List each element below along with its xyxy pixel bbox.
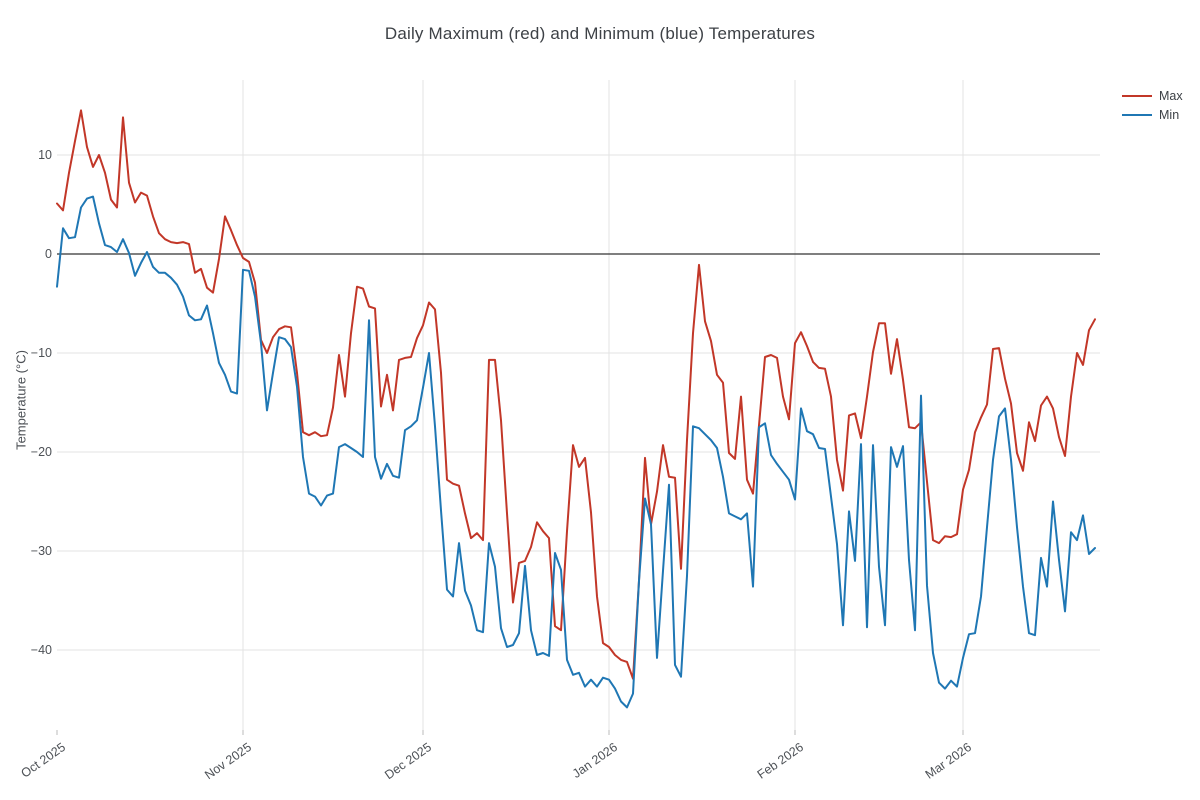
min-line-swatch-icon: [1122, 113, 1152, 116]
y-tick-label: −20: [30, 444, 52, 459]
min-line: [56, 195, 1096, 709]
y-tick-label: −30: [30, 543, 52, 558]
y-tick-label: 0: [45, 246, 52, 261]
max-line-swatch-icon: [1122, 94, 1152, 97]
series-lines: [56, 109, 1096, 709]
legend-item-min[interactable]: Min: [1122, 105, 1183, 124]
chart-title: Daily Maximum (red) and Minimum (blue) T…: [384, 24, 816, 43]
y-tick-label: −40: [30, 642, 52, 657]
legend-label-min: Min: [1159, 107, 1180, 122]
y-tick-label: 10: [38, 147, 52, 162]
legend-label-max: Max: [1159, 88, 1183, 103]
max-line: [56, 109, 1096, 680]
y-tick-label: −10: [30, 345, 52, 360]
gridlines: [56, 80, 1100, 735]
legend-item-max[interactable]: Max: [1122, 86, 1183, 105]
legend: Max Min: [1122, 86, 1183, 124]
